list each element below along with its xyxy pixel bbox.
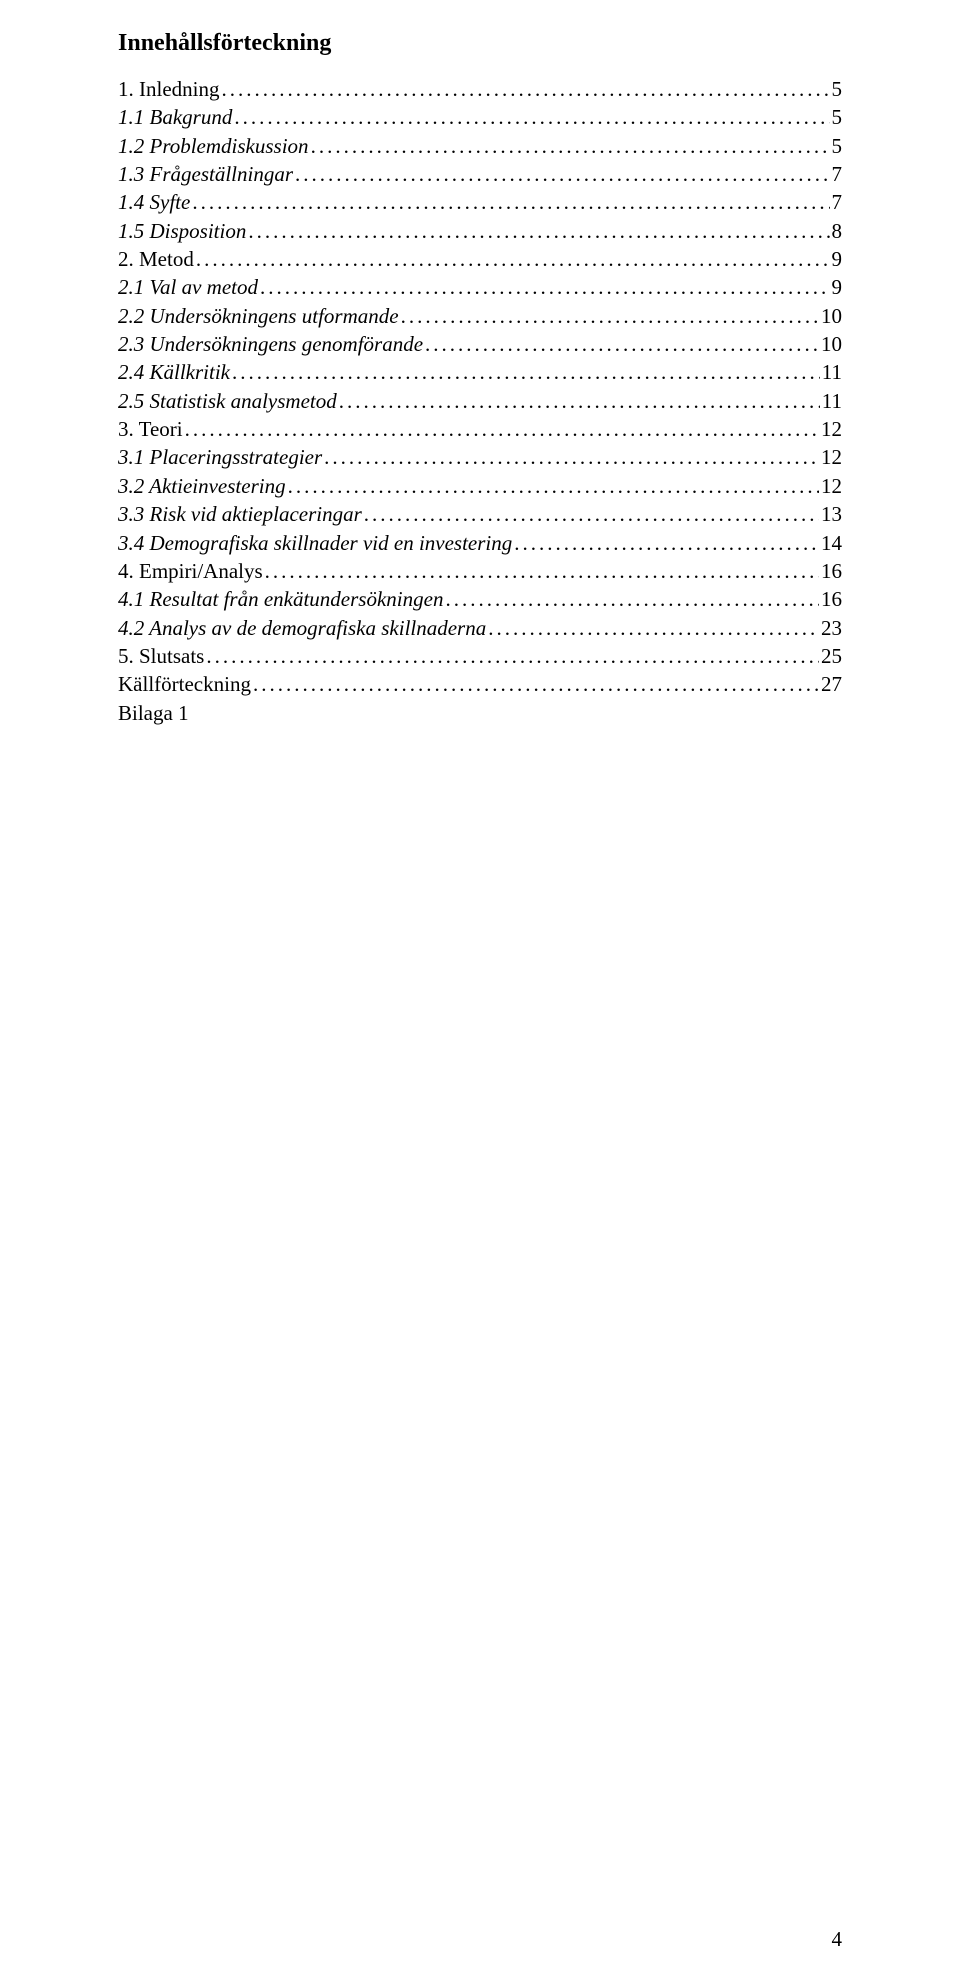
page-number: 4 — [118, 1927, 842, 1952]
toc-entry-label: 1.5 Disposition — [118, 217, 246, 245]
toc-entry: Källförteckning 27 — [118, 670, 842, 698]
toc-dot-leader — [221, 75, 829, 103]
toc-dot-leader — [192, 188, 829, 216]
toc-entry-page: 5 — [832, 132, 843, 160]
toc-entry-label: 3.1 Placeringsstrategier — [118, 443, 322, 471]
toc-entry-page: 5 — [832, 103, 843, 131]
toc-entry-label: 4.2 Analys av de demografiska skillnader… — [118, 614, 486, 642]
toc-entry: 4.1 Resultat från enkätundersökningen 16 — [118, 585, 842, 613]
toc-dot-leader — [196, 245, 830, 273]
toc-entry: 3.3 Risk vid aktieplaceringar 13 — [118, 500, 842, 528]
toc-entry: 1.3 Frågeställningar 7 — [118, 160, 842, 188]
toc-entry-page: 13 — [821, 500, 842, 528]
toc-entry-label: 3. Teori — [118, 415, 183, 443]
toc-entry: 2.4 Källkritik 11 — [118, 358, 842, 386]
toc-dot-leader — [248, 217, 829, 245]
toc-entry-page: 16 — [821, 585, 842, 613]
toc-dot-leader — [445, 585, 819, 613]
toc-entry: 1.5 Disposition 8 — [118, 217, 842, 245]
toc-entry-label: 2.5 Statistisk analysmetod — [118, 387, 337, 415]
toc-entry-label: 4.1 Resultat från enkätundersökningen — [118, 585, 443, 613]
toc-dot-leader — [232, 358, 820, 386]
toc-entry: 5. Slutsats 25 — [118, 642, 842, 670]
toc-entry-label: 1.3 Frågeställningar — [118, 160, 293, 188]
toc-entry-page: 9 — [832, 273, 843, 301]
toc-entry-label: 2.4 Källkritik — [118, 358, 230, 386]
toc-entry: 4. Empiri/Analys 16 — [118, 557, 842, 585]
toc-entry-page: 7 — [832, 188, 843, 216]
toc-entry: 1.2 Problemdiskussion 5 — [118, 132, 842, 160]
toc-entry-label: 1.4 Syfte — [118, 188, 190, 216]
toc-entry: 1.1 Bakgrund 5 — [118, 103, 842, 131]
toc-list: 1. Inledning 51.1 Bakgrund 51.2 Problemd… — [118, 75, 842, 699]
toc-dot-leader — [514, 529, 819, 557]
toc-dot-leader — [288, 472, 819, 500]
toc-entry-page: 12 — [821, 415, 842, 443]
toc-entry: 3.1 Placeringsstrategier 12 — [118, 443, 842, 471]
toc-dot-leader — [311, 132, 830, 160]
toc-dot-leader — [364, 500, 819, 528]
toc-entry-label: 1.2 Problemdiskussion — [118, 132, 309, 160]
toc-entry-label: 3.3 Risk vid aktieplaceringar — [118, 500, 362, 528]
toc-entry-page: 10 — [821, 302, 842, 330]
toc-entry-label: 2.2 Undersökningens utformande — [118, 302, 399, 330]
toc-entry-page: 11 — [822, 387, 842, 415]
toc-entry-label: 3.4 Demografiska skillnader vid en inves… — [118, 529, 512, 557]
toc-dot-leader — [488, 614, 819, 642]
toc-dot-leader — [260, 273, 830, 301]
toc-entry-page: 11 — [822, 358, 842, 386]
toc-entry: 2. Metod 9 — [118, 245, 842, 273]
toc-dot-leader — [265, 557, 819, 585]
toc-entry: 2.5 Statistisk analysmetod 11 — [118, 387, 842, 415]
toc-appendix-line: Bilaga 1 — [118, 699, 842, 727]
toc-title: Innehållsförteckning — [118, 30, 842, 57]
toc-dot-leader — [206, 642, 819, 670]
toc-entry: 3.4 Demografiska skillnader vid en inves… — [118, 529, 842, 557]
toc-entry-page: 9 — [832, 245, 843, 273]
toc-entry-page: 25 — [821, 642, 842, 670]
toc-entry-page: 12 — [821, 472, 842, 500]
toc-dot-leader — [185, 415, 819, 443]
toc-entry-label: Källförteckning — [118, 670, 251, 698]
toc-entry-label: 5. Slutsats — [118, 642, 204, 670]
toc-entry: 2.2 Undersökningens utformande 10 — [118, 302, 842, 330]
toc-entry-label: 1. Inledning — [118, 75, 219, 103]
toc-entry-page: 23 — [821, 614, 842, 642]
toc-dot-leader — [324, 443, 819, 471]
toc-dot-leader — [401, 302, 819, 330]
toc-entry-page: 14 — [821, 529, 842, 557]
toc-entry-label: 2. Metod — [118, 245, 194, 273]
toc-entry: 2.3 Undersökningens genomförande 10 — [118, 330, 842, 358]
toc-entry: 1.4 Syfte 7 — [118, 188, 842, 216]
toc-entry: 1. Inledning 5 — [118, 75, 842, 103]
toc-entry: 4.2 Analys av de demografiska skillnader… — [118, 614, 842, 642]
toc-entry-page: 7 — [832, 160, 843, 188]
toc-entry: 2.1 Val av metod 9 — [118, 273, 842, 301]
toc-dot-leader — [425, 330, 819, 358]
toc-entry-label: 4. Empiri/Analys — [118, 557, 263, 585]
toc-entry-page: 27 — [821, 670, 842, 698]
toc-dot-leader — [253, 670, 819, 698]
toc-entry-page: 8 — [832, 217, 843, 245]
toc-entry-page: 12 — [821, 443, 842, 471]
toc-entry-page: 16 — [821, 557, 842, 585]
toc-entry: 3.2 Aktieinvestering 12 — [118, 472, 842, 500]
toc-dot-leader — [339, 387, 820, 415]
toc-entry-label: 2.1 Val av metod — [118, 273, 258, 301]
toc-entry: 3. Teori 12 — [118, 415, 842, 443]
toc-entry-page: 5 — [832, 75, 843, 103]
toc-entry-label: 1.1 Bakgrund — [118, 103, 232, 131]
toc-entry-page: 10 — [821, 330, 842, 358]
toc-entry-label: 3.2 Aktieinvestering — [118, 472, 286, 500]
toc-dot-leader — [234, 103, 829, 131]
toc-entry-label: 2.3 Undersökningens genomförande — [118, 330, 423, 358]
toc-dot-leader — [295, 160, 829, 188]
